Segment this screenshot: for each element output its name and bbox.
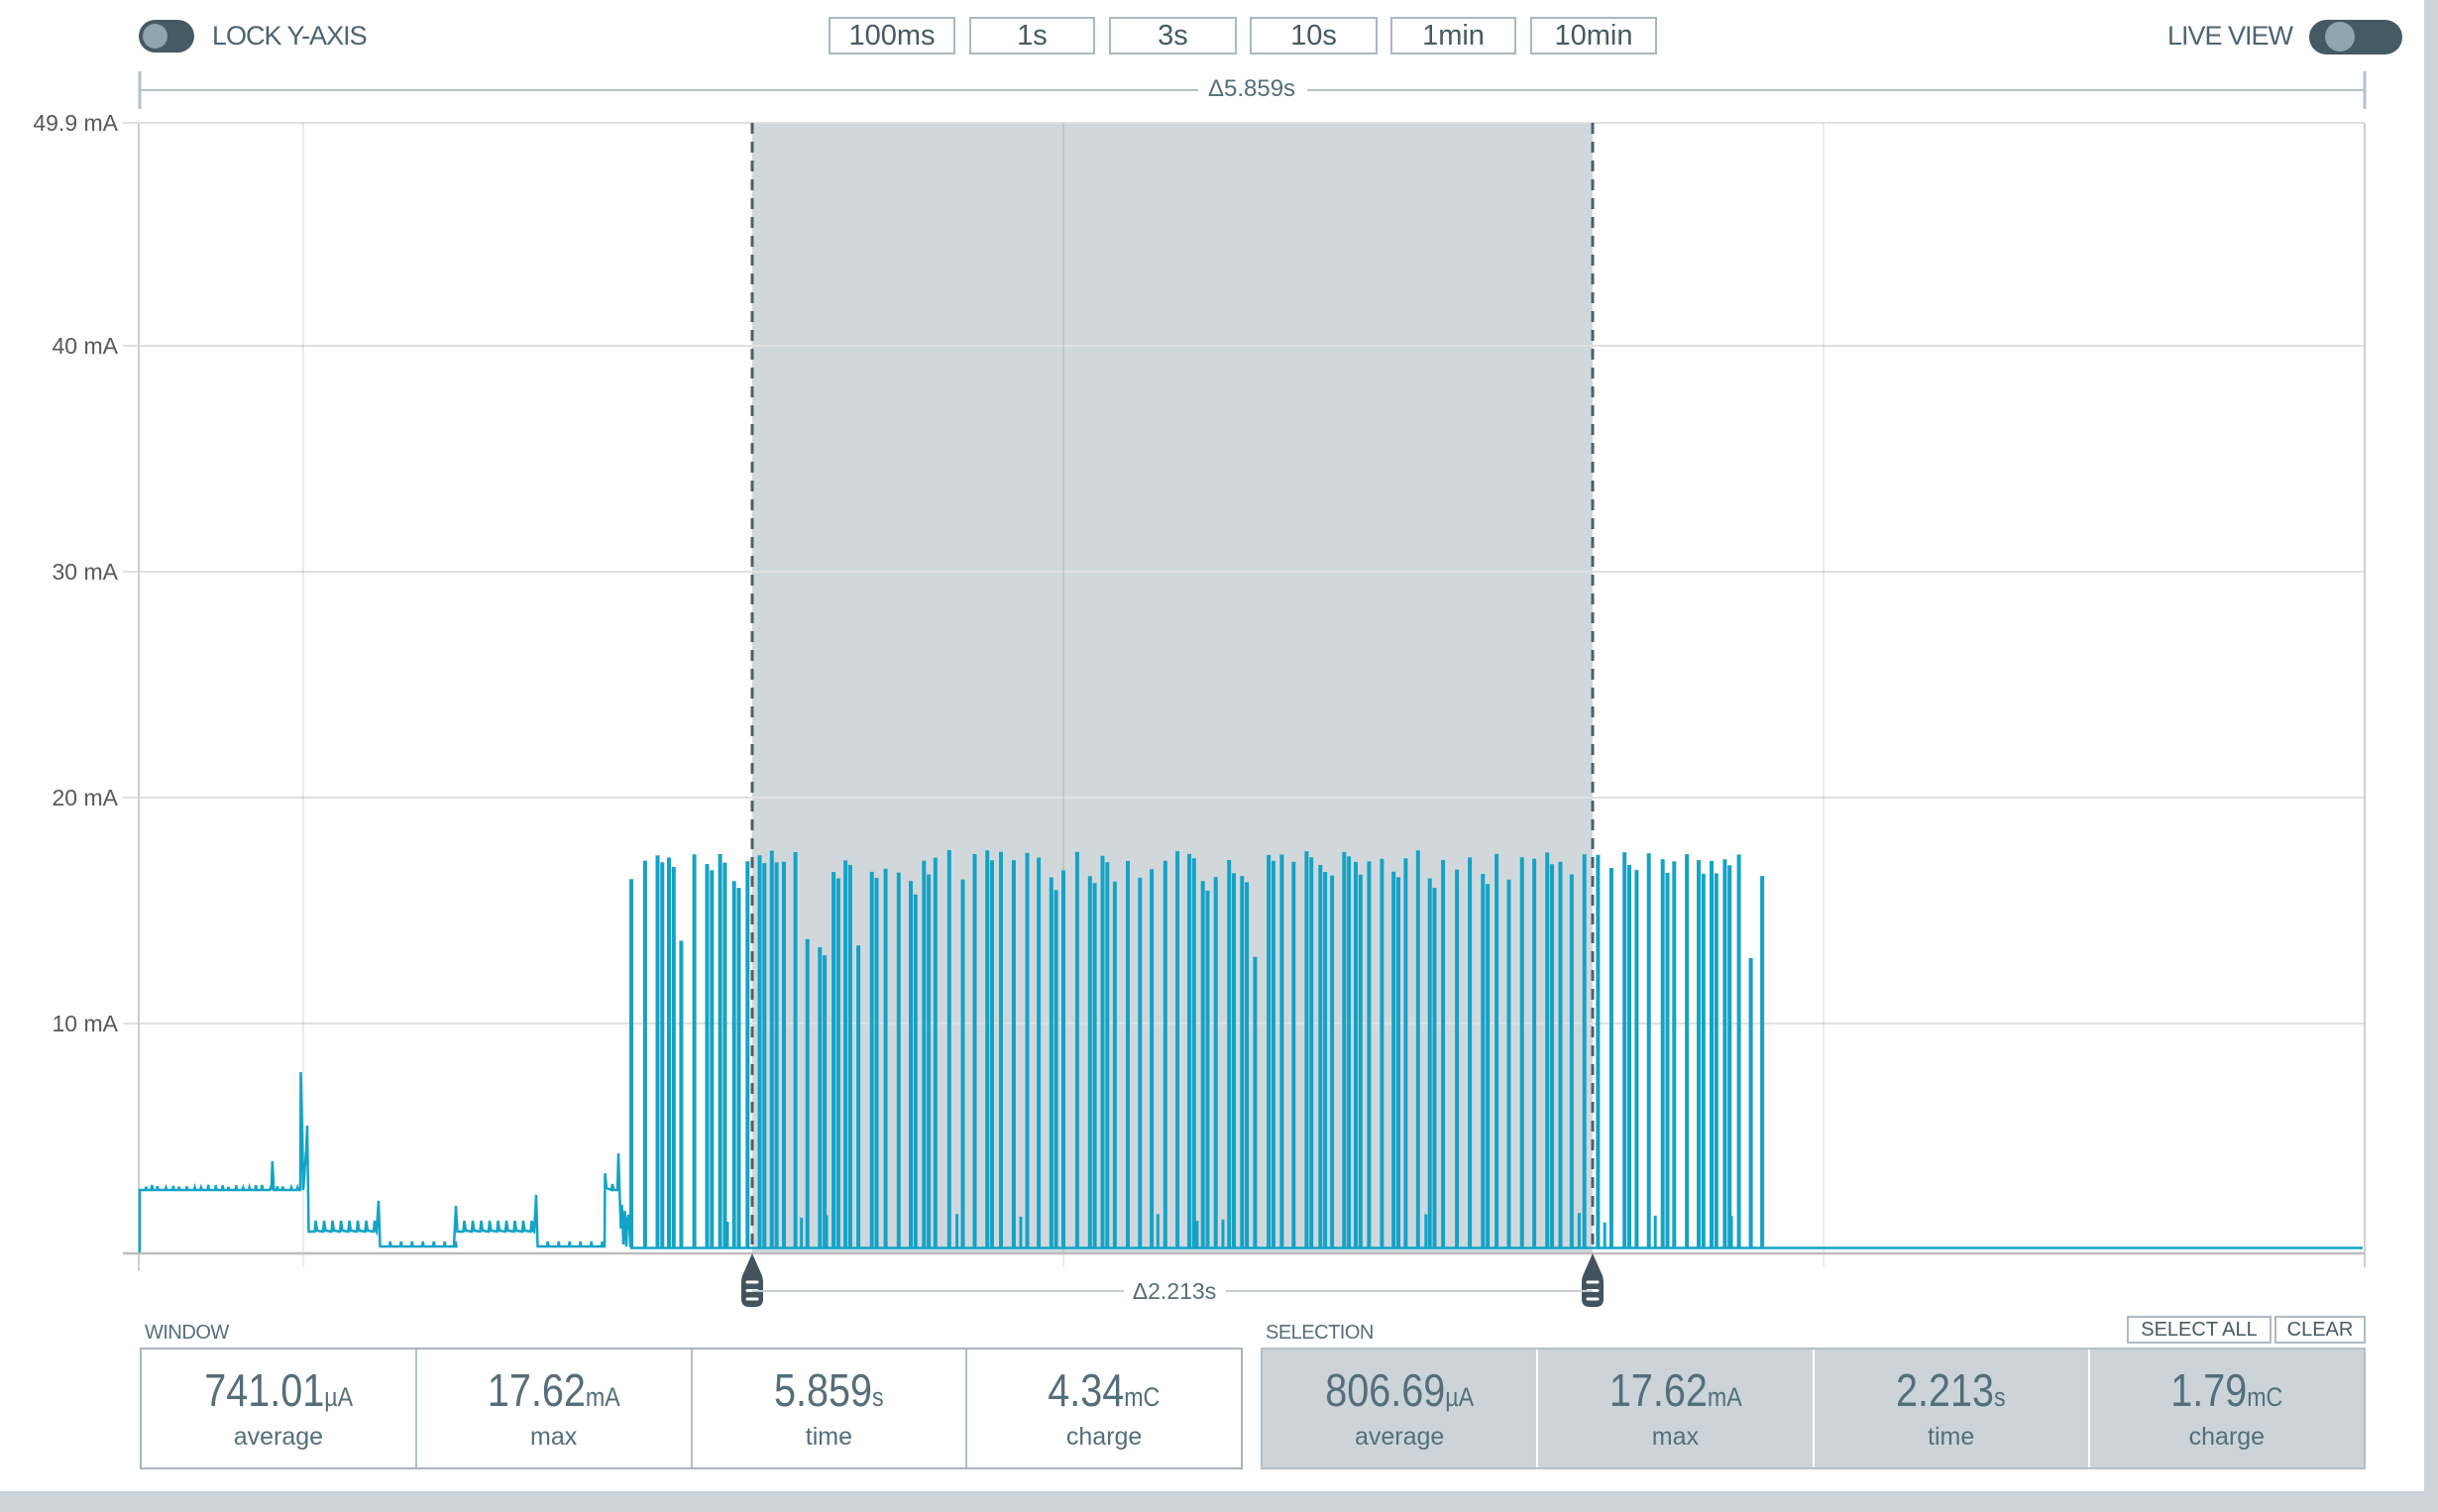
svg-text:20 mA: 20 mA xyxy=(53,785,119,810)
svg-text:Δ5.859s: Δ5.859s xyxy=(1208,75,1295,102)
svg-text:49.9 mA: 49.9 mA xyxy=(33,110,118,136)
svg-text:Δ2.213s: Δ2.213s xyxy=(1133,1278,1216,1304)
svg-text:30 mA: 30 mA xyxy=(53,559,119,585)
svg-text:10 mA: 10 mA xyxy=(53,1011,119,1036)
svg-text:40 mA: 40 mA xyxy=(53,333,119,359)
